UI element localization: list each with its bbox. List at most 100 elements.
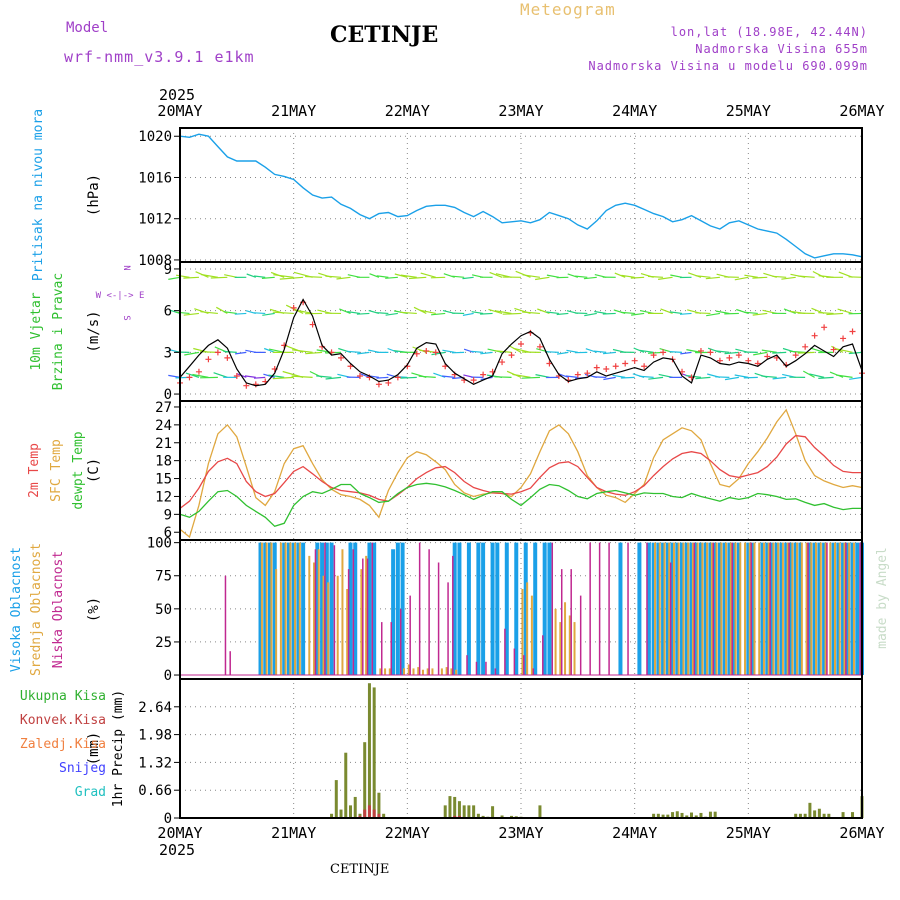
wind-arrow [471,311,484,315]
wind-arrow [715,376,730,378]
wind-arrow [376,275,389,278]
wind-arrow [400,311,417,315]
x-tick-top-label: 24MAY [612,102,657,120]
wind-arrow [546,311,559,315]
y-tick-label: 1016 [138,170,172,186]
temp-title: 2m Temp [27,443,42,498]
wind-arrow [336,276,351,280]
gust-marker [290,304,297,311]
model-elevation-label: Nadmorska Visina u modelu 690.099m [588,59,868,73]
wind-arrow [818,376,834,379]
wind-arrow [809,373,825,378]
y-tick-label: 9 [164,262,172,278]
precip-legend-item: Zaledj.Kisa [20,737,106,752]
model-label: Model [66,20,109,36]
y-tick-label: 100 [147,536,172,552]
gust-marker [338,354,345,361]
x-year-top: 2025 [159,86,195,104]
gust-marker [764,353,771,360]
precip-bar [798,813,802,818]
wind-arrow [620,376,635,379]
gust-marker [840,335,847,342]
wind-arrow [565,375,578,378]
precip-conv-bar [363,809,367,818]
wind-arrow [376,312,389,315]
wind-arrow [272,376,294,380]
precip-bar [349,805,352,818]
wind-arrow [783,308,796,314]
x-tick-top-label: 25MAY [726,102,771,120]
wind-arrow [442,349,455,353]
gust-marker [233,372,240,379]
precip-bar [330,813,334,818]
gust-marker [802,343,809,350]
gust-marker [707,349,714,356]
wind-arrow [810,347,825,353]
precip-bar [448,796,452,818]
precip-bar [675,811,679,818]
wind-arrow [752,312,768,316]
precip-bar [481,815,485,818]
gust-marker [697,347,704,354]
gust-marker [281,342,288,349]
cloud-title: Visoka Oblacnost [9,547,24,672]
wind-arrow [489,271,503,278]
wind-arrow [546,274,559,278]
gust-marker [243,382,250,389]
wind-arrow [621,274,635,278]
wind-arrow [797,275,815,278]
wind-arrow [633,347,645,353]
gust-marker [660,349,667,356]
text-layer: 20MAY 20MAY 21MAY 21MAY 22MAY 22MAY 23MAY 23MAY… [9,86,890,859]
wind-arrow [223,311,237,315]
wind-arrow [272,311,294,315]
wind-arrow [772,275,787,278]
precip-bar [372,687,376,818]
gust-marker [726,354,733,361]
wind-arrow [660,308,673,314]
wind-arrow [753,351,768,356]
model-name: wrf-nmm_v3.9.1 e1km [64,48,255,66]
elevation-label: Nadmorska Visina 655m [695,42,868,56]
y-unit-label: (m/s) [86,310,102,352]
wind-arrow [695,312,711,315]
precip-bar [656,813,660,818]
wind-arrow [408,276,427,280]
wind-arrow [658,276,673,280]
gust-marker [356,372,363,379]
x-tick-bottom-label: 21MAY [271,824,316,842]
wind-arrow [680,351,692,355]
wind-arrow [836,348,853,353]
precip-legend-item: Konvek.Kisa [20,713,106,728]
y-tick-label: 1.98 [138,728,172,744]
precip-bar [538,805,542,818]
wind-arrow [223,350,237,353]
wind-arrow [502,312,522,315]
wind-arrow [268,374,285,378]
wind-arrow [602,312,616,315]
wind-arrow [325,275,342,278]
wind-arrow [261,276,275,279]
precip-conv-bar [453,815,457,818]
cloud-title: Srednja Oblacnost [29,543,44,676]
precip-bar [708,811,712,818]
precip-legend-item: Snijeg [59,761,106,776]
precip-bar [382,813,386,818]
precip-legend-item: Grad [75,785,106,800]
wind-arrow [192,373,209,378]
wind-arrow [695,275,711,278]
gust-marker [612,363,619,370]
gust-marker [432,349,439,356]
gust-marker [499,359,506,366]
wind-arrow [639,349,654,353]
y-tick-label: 9 [164,507,172,523]
precip-bar [334,780,338,818]
wind-arrow [168,374,181,378]
x-tick-top-label: 20MAY [157,102,202,120]
gust-marker [470,377,477,384]
precip-bar [377,792,381,818]
wind-arrow [669,351,683,353]
x-tick-top-label: 22MAY [385,102,430,120]
gust-marker [631,357,638,364]
